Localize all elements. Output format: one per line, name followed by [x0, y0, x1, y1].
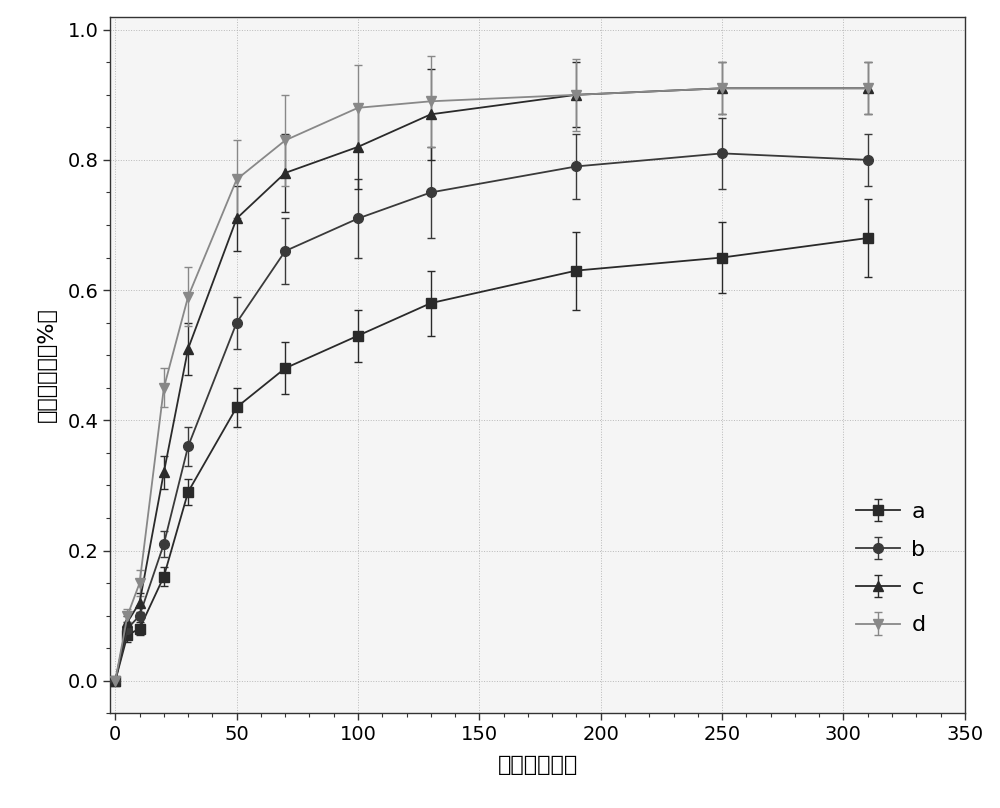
- Y-axis label: 累计释放率（%）: 累计释放率（%）: [37, 308, 57, 423]
- X-axis label: 时间（分钟）: 时间（分钟）: [497, 755, 578, 775]
- Legend: a, b, c, d: a, b, c, d: [845, 491, 937, 646]
